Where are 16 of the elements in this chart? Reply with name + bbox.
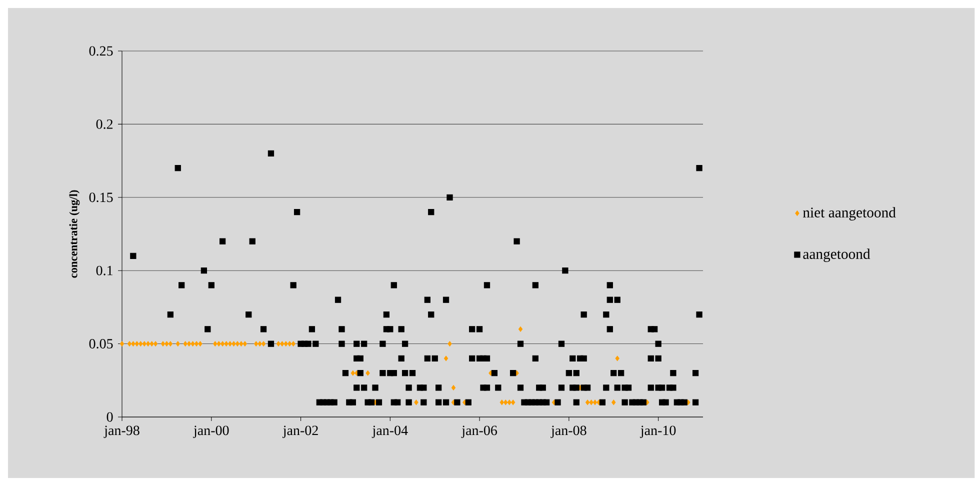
y-tick-label: 0.2 <box>96 119 113 129</box>
y-tick-label: 0.05 <box>89 339 113 349</box>
x-tick-label: jan-98 <box>104 426 140 438</box>
x-tick-label: jan-00 <box>193 426 229 438</box>
x-tick-label: jan-10 <box>640 426 676 438</box>
x-tick-label: jan-04 <box>372 426 408 438</box>
y-tick-label: 0.25 <box>89 46 113 56</box>
y-tick-label: 0.1 <box>96 266 112 276</box>
x-tick-label: jan-08 <box>550 426 586 438</box>
x-tick-label: jan-06 <box>461 426 498 438</box>
legend-label: aangetoond <box>803 248 870 262</box>
x-tick-label: jan-02 <box>282 426 318 438</box>
legend-label: niet aangetoond <box>803 207 896 220</box>
y-tick-label: 0.15 <box>89 192 113 202</box>
y-tick-label: 0 <box>106 412 113 422</box>
y-axis-title: concentratie (ug/l) <box>69 190 80 278</box>
